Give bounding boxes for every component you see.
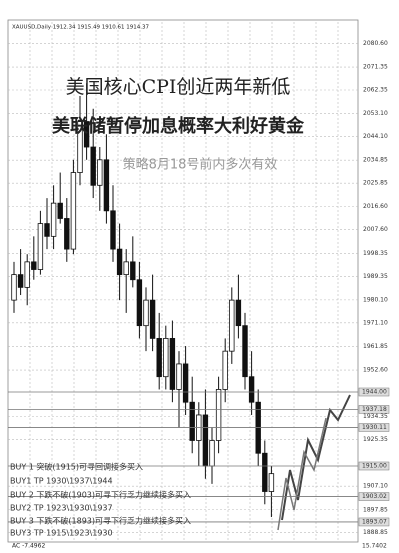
candle-body: [262, 452, 268, 492]
candle-body: [37, 223, 44, 270]
projection-arrows: [277, 394, 351, 531]
candle-body: [143, 299, 149, 327]
y-tick-label: 1971.10: [363, 319, 388, 326]
candle-body: [83, 121, 90, 148]
level-label: 1893.07: [362, 518, 387, 525]
candle-body: [57, 202, 63, 219]
level-box: [358, 387, 390, 397]
level-box: [358, 423, 390, 432]
annotation: BUY 2 下跌不破(1903)可寻下行乏力继续接多买入: [10, 490, 191, 500]
candle-body: [156, 338, 162, 378]
annotation: BUY 3 下跌不破(1893)可寻下行乏力继续接多买入: [10, 516, 191, 526]
candle-body: [169, 338, 176, 390]
candle-body: [130, 261, 136, 281]
candle-body: [110, 210, 116, 250]
candle-body: [182, 363, 189, 403]
y-tick-label: 2080.60: [363, 40, 388, 47]
level-label: 1915.00: [362, 463, 387, 470]
y-tick-label: 2062.35: [363, 87, 388, 94]
candle-body: [17, 274, 24, 288]
y-tick-label: 2016.60: [363, 203, 388, 210]
indicator-value: 15.7402: [362, 543, 387, 550]
level-label: 1903.02: [362, 493, 387, 500]
candle-body: [97, 159, 103, 186]
subtitle: 美联储暂停加息概率大利好黄金: [52, 115, 305, 137]
y-tick-label: 2053.10: [363, 110, 388, 117]
y-tick-label: 1952.60: [363, 367, 388, 374]
indicator-label: AC -7.4962: [12, 543, 45, 550]
candle-body: [202, 414, 209, 467]
y-tick-label: 2044.10: [363, 133, 388, 140]
header: XAUUSD,Daily 1912.34 1915.49 1910.61 191…: [12, 25, 149, 31]
y-tick-label: 1888.85: [363, 529, 388, 536]
candle-body: [50, 202, 57, 237]
level-label: 1944.00: [362, 389, 387, 396]
candle-body: [209, 440, 215, 467]
level-label: 1930.11: [362, 424, 387, 431]
candle-body: [163, 338, 169, 378]
candle-body: [116, 248, 123, 276]
level-box: [358, 517, 390, 527]
y-tick-label: 1934.35: [363, 413, 388, 420]
candle-body: [215, 389, 222, 441]
candle-body: [64, 218, 70, 250]
candle-body: [268, 473, 275, 492]
candle-body: [189, 401, 195, 441]
strategy: 策略8月18号前内多次有效: [123, 157, 278, 173]
candle-body: [90, 146, 96, 186]
title: 美国核心CPI创近两年新低: [66, 76, 291, 98]
plot-frame: [7, 19, 359, 543]
y-tick-label: 2071.35: [363, 64, 388, 71]
candle-body: [248, 376, 255, 403]
annotation: BUY 1 突破(1915)可寻回调接多买入: [10, 462, 143, 472]
candle-body: [123, 261, 129, 276]
level-box: [358, 492, 390, 501]
annotation: BUY2 TP 1923\1930\1937: [10, 504, 113, 513]
candle-body: [229, 299, 235, 352]
candle-body: [136, 279, 143, 327]
candle-body: [24, 261, 30, 288]
candle-body: [149, 299, 156, 339]
annotation: BUY3 TP 1915\1923\1930: [10, 529, 113, 538]
y-tick-label: 1989.35: [363, 273, 388, 280]
y-tick-label: 1897.85: [363, 506, 388, 513]
level-box: [358, 461, 390, 471]
candle-body: [103, 159, 110, 212]
y-tick-label: 1925.35: [363, 436, 388, 443]
y-tick-label: 1907.10: [363, 483, 388, 490]
y-tick-label: 2025.85: [363, 180, 388, 187]
candle-body: [242, 325, 248, 378]
candle-body: [11, 274, 17, 301]
candle-body: [31, 261, 37, 270]
y-tick-label: 1980.10: [363, 296, 388, 303]
candle-body: [77, 121, 83, 173]
y-tick-label: 2034.85: [363, 157, 388, 164]
y-tick-label: 2007.60: [363, 226, 388, 233]
annotation: BUY1 TP 1930\1937\1944: [10, 477, 113, 486]
y-tick-label: 1961.85: [363, 343, 388, 350]
candle-body: [44, 223, 50, 237]
candle-body: [176, 363, 182, 390]
candle-body: [70, 172, 77, 250]
candle-body: [222, 350, 228, 390]
level-box: [358, 405, 390, 414]
level-label: 1937.18: [362, 406, 387, 413]
y-tick-label: 1998.35: [363, 250, 388, 257]
candle-body: [235, 299, 242, 327]
